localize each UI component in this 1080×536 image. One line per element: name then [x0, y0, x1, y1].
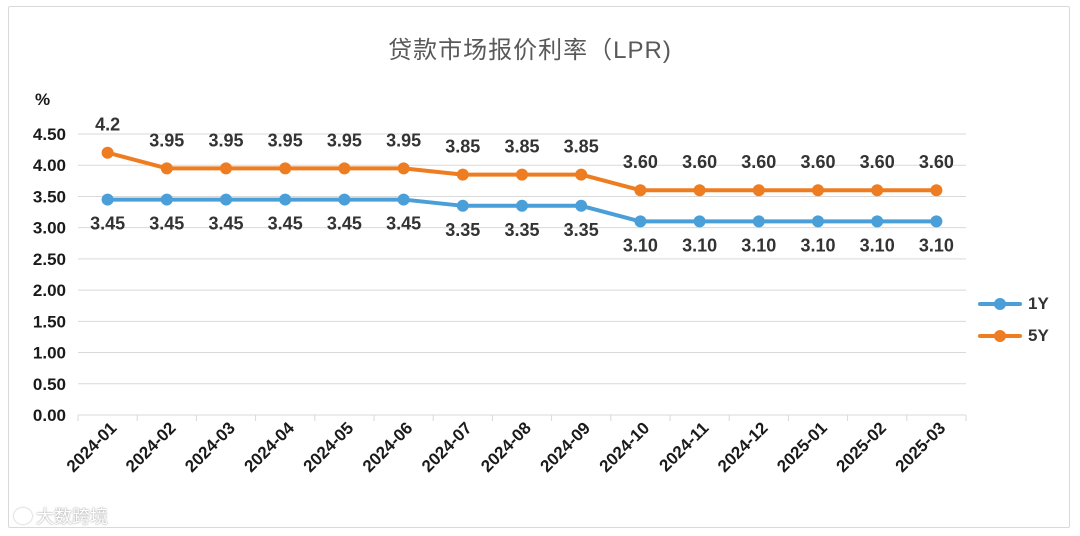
data-label-5y: 4.2 — [95, 115, 120, 135]
y-tick-label: 2.00 — [33, 281, 66, 300]
data-label-5y: 3.95 — [268, 130, 303, 150]
y-tick-label: 3.00 — [33, 219, 66, 238]
legend-swatch-1y — [978, 294, 1022, 314]
data-label-1y: 3.10 — [741, 235, 776, 255]
x-tick-label: 2025-02 — [832, 418, 890, 476]
y-tick-label: 3.50 — [33, 187, 66, 206]
data-label-1y: 3.35 — [445, 220, 480, 240]
y-axis-unit: % — [35, 90, 51, 109]
y-tick-label: 1.50 — [33, 312, 66, 331]
x-tick-label: 2024-10 — [596, 418, 654, 476]
point-1y — [634, 215, 647, 228]
legend-label-1y: 1Y — [1028, 294, 1049, 313]
x-tick-label: 2024-09 — [536, 418, 594, 476]
x-tick-label: 2024-08 — [477, 418, 535, 476]
watermark-text: 大数跨境 — [36, 507, 108, 527]
data-label-5y: 3.60 — [860, 152, 895, 172]
point-5y — [693, 184, 706, 197]
point-5y — [160, 162, 173, 175]
data-label-1y: 3.10 — [682, 235, 717, 255]
point-1y — [279, 193, 292, 206]
point-1y — [930, 215, 943, 228]
y-tick-label: 4.50 — [33, 125, 66, 144]
x-tick-label: 2025-01 — [773, 418, 831, 476]
point-5y — [456, 168, 469, 181]
point-5y — [752, 184, 765, 197]
data-label-1y: 3.10 — [623, 235, 658, 255]
point-5y — [812, 184, 824, 197]
x-tick-label: 2024-07 — [418, 418, 476, 476]
data-label-1y: 3.35 — [564, 220, 599, 240]
data-label-5y: 3.85 — [564, 137, 599, 157]
data-label-1y: 3.45 — [208, 214, 243, 234]
legend: 1Y 5Y — [978, 288, 1049, 352]
y-tick-label: 0.00 — [33, 406, 66, 425]
y-tick-label: 1.00 — [33, 344, 66, 363]
data-label-1y: 3.35 — [504, 220, 539, 240]
x-tick-label: 2024-06 — [359, 418, 417, 476]
x-tick-label: 2024-11 — [656, 418, 713, 475]
watermark: 大数跨境 — [14, 503, 108, 529]
point-1y — [752, 215, 765, 228]
point-5y — [338, 162, 351, 175]
x-tick-label: 2024-05 — [300, 418, 358, 476]
legend-item-5y: 5Y — [978, 320, 1049, 352]
x-tick-label: 2024-01 — [63, 418, 121, 476]
data-label-5y: 3.95 — [327, 130, 362, 150]
y-tick-label: 4.00 — [33, 156, 66, 175]
y-tick-label: 0.50 — [33, 375, 66, 394]
data-label-1y: 3.45 — [90, 214, 125, 234]
data-label-5y: 3.60 — [682, 152, 717, 172]
point-5y — [101, 146, 114, 159]
data-label-5y: 3.60 — [741, 152, 776, 172]
data-label-5y: 3.85 — [445, 137, 480, 157]
point-5y — [397, 162, 410, 175]
data-label-5y: 3.95 — [149, 130, 184, 150]
x-tick-label: 2024-12 — [714, 418, 772, 476]
data-label-1y: 3.45 — [386, 214, 421, 234]
legend-label-5y: 5Y — [1028, 326, 1049, 345]
point-1y — [575, 199, 588, 212]
legend-item-1y: 1Y — [978, 288, 1049, 320]
data-label-5y: 3.60 — [919, 152, 954, 172]
point-1y — [338, 193, 351, 206]
point-1y — [220, 193, 232, 206]
chart-frame — [8, 6, 1070, 528]
data-label-1y: 3.45 — [149, 214, 184, 234]
point-5y — [575, 168, 588, 181]
point-5y — [516, 168, 528, 181]
point-1y — [812, 215, 824, 228]
x-tick-label: 2024-04 — [240, 418, 298, 476]
data-label-1y: 3.10 — [800, 235, 835, 255]
point-5y — [871, 184, 884, 197]
x-tick-label: 2025-03 — [892, 418, 950, 476]
point-5y — [634, 184, 647, 197]
point-5y — [279, 162, 292, 175]
point-1y — [871, 215, 884, 228]
watermark-logo-icon — [14, 508, 32, 524]
point-1y — [516, 199, 528, 212]
data-label-1y: 3.45 — [268, 214, 303, 234]
point-5y — [930, 184, 943, 197]
data-label-1y: 3.10 — [919, 235, 954, 255]
point-1y — [160, 193, 173, 206]
data-label-5y: 3.85 — [504, 137, 539, 157]
data-label-5y: 3.95 — [208, 130, 243, 150]
data-label-5y: 3.60 — [623, 152, 658, 172]
x-tick-label: 2024-03 — [181, 418, 239, 476]
data-label-1y: 3.10 — [860, 235, 895, 255]
y-tick-label: 2.50 — [33, 250, 66, 269]
legend-swatch-5y — [978, 326, 1022, 346]
data-label-1y: 3.45 — [327, 214, 362, 234]
data-label-5y: 3.95 — [386, 130, 421, 150]
point-1y — [456, 199, 469, 212]
point-1y — [397, 193, 410, 206]
data-label-5y: 3.60 — [800, 152, 835, 172]
x-tick-label: 2024-02 — [122, 418, 180, 476]
point-1y — [693, 215, 706, 228]
chart-title: 贷款市场报价利率（LPR) — [388, 37, 672, 64]
point-5y — [220, 162, 232, 175]
point-1y — [101, 193, 114, 206]
